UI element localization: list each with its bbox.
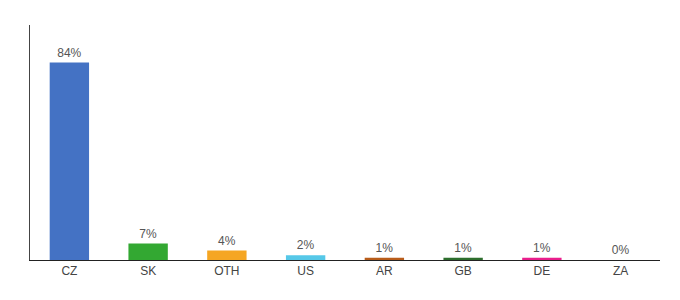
svg-text:84%: 84% [57, 46, 81, 60]
svg-text:DE: DE [534, 264, 551, 278]
svg-text:OTH: OTH [214, 264, 239, 278]
svg-text:CZ: CZ [61, 264, 77, 278]
svg-text:2%: 2% [297, 238, 315, 252]
svg-text:ZA: ZA [613, 264, 628, 278]
svg-text:0%: 0% [612, 243, 630, 257]
svg-text:4%: 4% [218, 234, 236, 248]
svg-text:AR: AR [376, 264, 393, 278]
svg-text:1%: 1% [533, 241, 551, 255]
svg-text:GB: GB [454, 264, 471, 278]
svg-text:US: US [297, 264, 314, 278]
svg-text:1%: 1% [376, 241, 394, 255]
svg-text:1%: 1% [454, 241, 472, 255]
svg-text:7%: 7% [139, 227, 157, 241]
svg-text:SK: SK [140, 264, 156, 278]
